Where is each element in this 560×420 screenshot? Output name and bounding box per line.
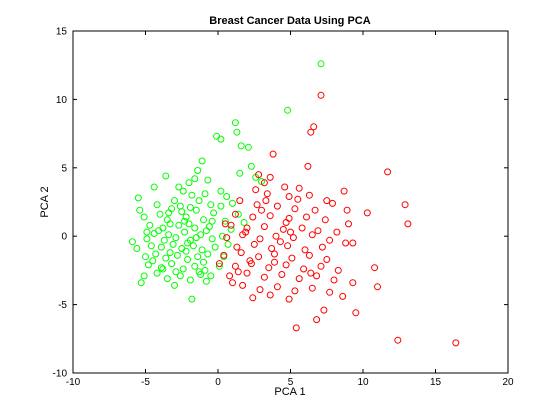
y-tick-label: -5: [58, 300, 67, 311]
x-tick-label: 0: [215, 377, 221, 388]
y-tick-label: 0: [61, 232, 67, 243]
x-axis-label: PCA 1: [274, 386, 305, 398]
x-tick-label: 10: [357, 377, 369, 388]
y-tick-label: -10: [53, 369, 68, 380]
y-tick-label: 10: [56, 95, 68, 106]
x-tick-label: 15: [430, 377, 442, 388]
y-tick-label: 5: [61, 163, 67, 174]
chart-title: Breast Cancer Data Using PCA: [209, 15, 370, 27]
x-tick-label: -5: [141, 377, 150, 388]
y-axis-label: PCA 2: [39, 186, 51, 217]
y-tick-label: 15: [56, 27, 68, 38]
x-tick-label: -10: [66, 377, 81, 388]
x-tick-label: 20: [502, 377, 514, 388]
